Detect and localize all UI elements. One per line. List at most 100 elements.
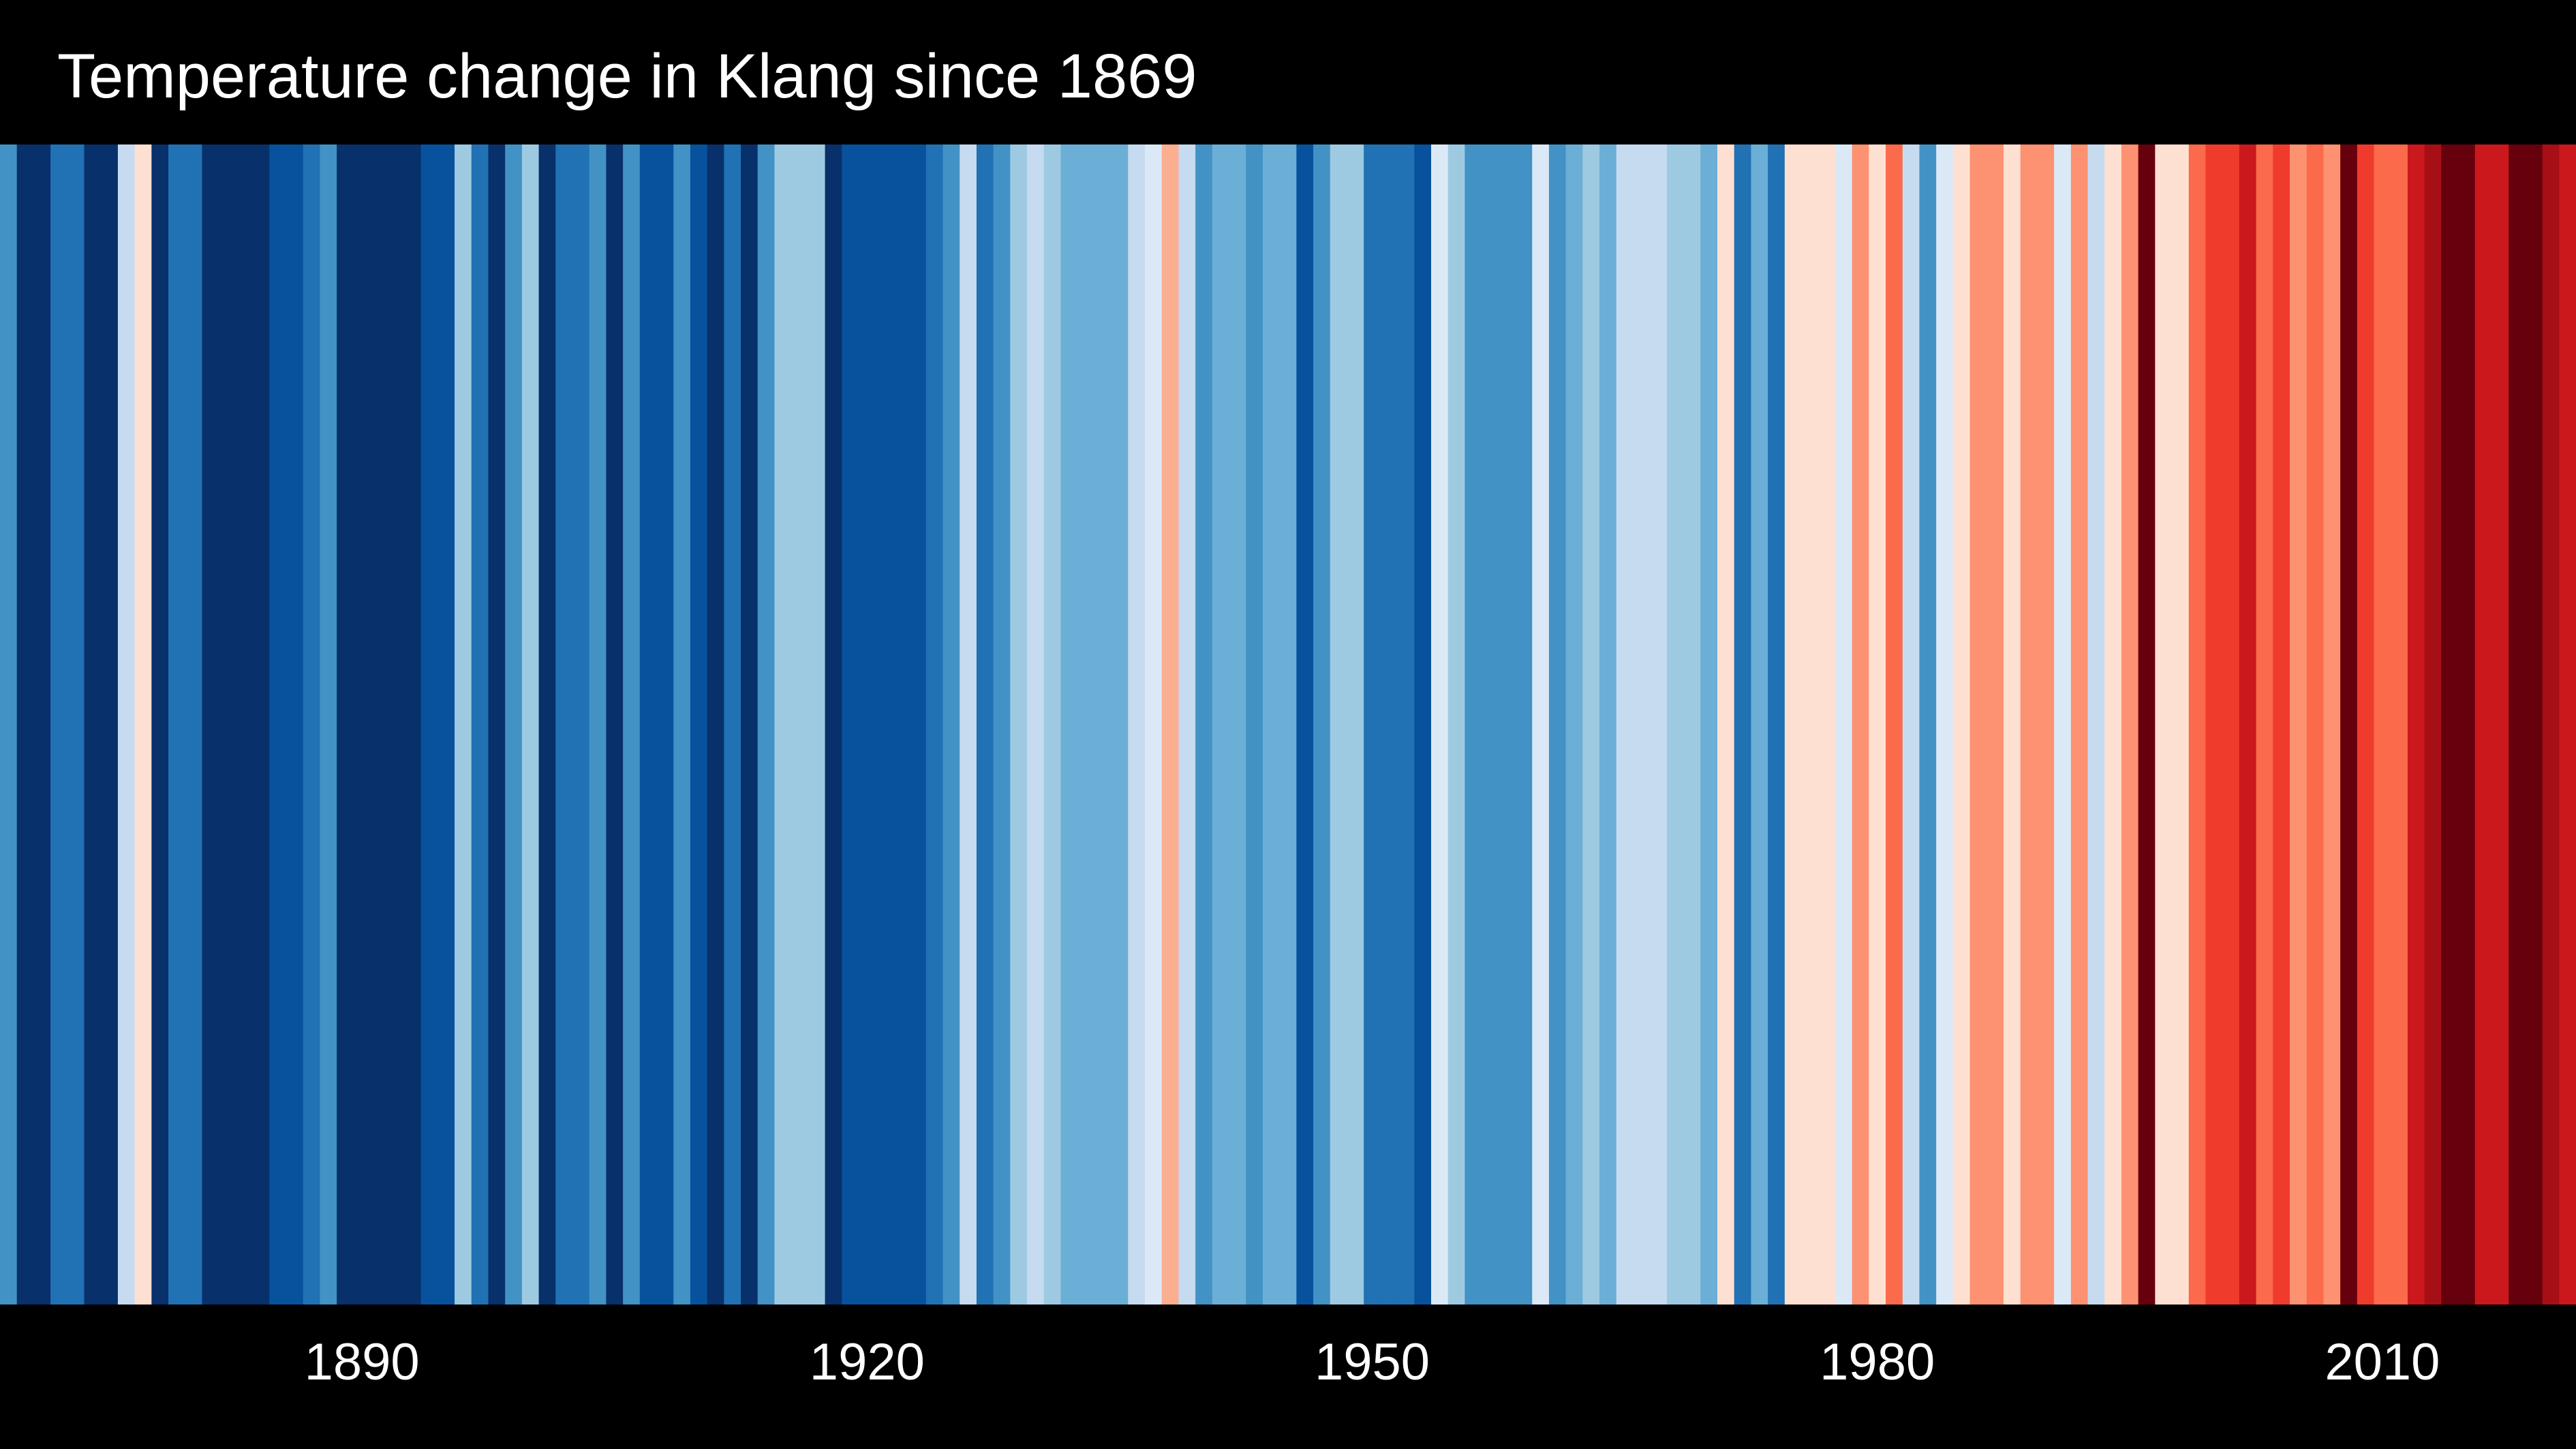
stripe-1890	[353, 144, 371, 1305]
stripe-1971	[1717, 144, 1735, 1305]
stripe-1883	[235, 144, 254, 1305]
stripe-1937	[1145, 144, 1163, 1305]
stripe-2021	[2559, 144, 2576, 1305]
stripe-1875	[101, 144, 119, 1305]
stripe-1911	[707, 144, 724, 1305]
x-tick-label-1980: 1980	[1820, 1333, 1935, 1391]
stripe-1981	[1886, 144, 1903, 1305]
stripe-1988	[2004, 144, 2021, 1305]
stripe-2016	[2474, 144, 2493, 1305]
stripe-1957	[1482, 144, 1499, 1305]
stripe-1873	[67, 144, 85, 1305]
stripe-1891	[370, 144, 388, 1305]
stripe-1910	[690, 144, 708, 1305]
stripe-2007	[2323, 144, 2341, 1305]
stripe-1953	[1414, 144, 1432, 1305]
stripe-1985	[1952, 144, 1971, 1305]
x-tick-label-2010: 2010	[2325, 1333, 2440, 1391]
stripe-1878	[151, 144, 169, 1305]
stripe-1939	[1178, 144, 1196, 1305]
stripe-1898	[488, 144, 506, 1305]
stripe-2015	[2458, 144, 2476, 1305]
stripe-1870	[16, 144, 35, 1305]
stripe-1909	[673, 144, 691, 1305]
chart-title: Temperature change in Klang since 1869	[57, 42, 1197, 111]
stripe-1967	[1650, 144, 1668, 1305]
stripe-1954	[1431, 144, 1449, 1305]
stripe-1965	[1616, 144, 1634, 1305]
stripe-1885	[269, 144, 287, 1305]
stripe-1979	[1852, 144, 1869, 1305]
stripe-1994	[2104, 144, 2122, 1305]
stripe-1905	[606, 144, 624, 1305]
stripe-1907	[639, 144, 658, 1305]
x-axis: 1890 1920 1950 1980 2010	[0, 1305, 2576, 1449]
stripe-1984	[1936, 144, 1954, 1305]
stripe-1948	[1330, 144, 1348, 1305]
stripe-1961	[1548, 144, 1567, 1305]
stripe-1908	[656, 144, 674, 1305]
stripe-1919	[842, 144, 859, 1305]
stripe-1942	[1229, 144, 1246, 1305]
stripe-1995	[2121, 144, 2139, 1305]
stripe-1877	[134, 144, 152, 1305]
stripe-1892	[387, 144, 405, 1305]
stripe-1926	[960, 144, 977, 1305]
stripe-1904	[589, 144, 607, 1305]
stripe-1992	[2070, 144, 2089, 1305]
stripe-1897	[471, 144, 489, 1305]
stripe-1969	[1683, 144, 1701, 1305]
stripe-1997	[2155, 144, 2173, 1305]
stripe-1899	[505, 144, 523, 1305]
stripe-1962	[1565, 144, 1583, 1305]
stripe-1920	[859, 144, 876, 1305]
stripe-1922	[892, 144, 910, 1305]
x-tick-label-1890: 1890	[304, 1333, 420, 1391]
stripe-1927	[976, 144, 994, 1305]
stripe-1970	[1700, 144, 1718, 1305]
stripe-1982	[1902, 144, 1920, 1305]
stripe-1902	[555, 144, 573, 1305]
stripe-1951	[1380, 144, 1398, 1305]
stripe-1888	[320, 144, 337, 1305]
stripe-1966	[1633, 144, 1651, 1305]
stripe-1941	[1212, 144, 1230, 1305]
stripe-2004	[2273, 144, 2290, 1305]
stripe-1936	[1128, 144, 1146, 1305]
stripe-1958	[1498, 144, 1516, 1305]
stripe-1930	[1027, 144, 1045, 1305]
stripe-1880	[185, 144, 203, 1305]
stripe-1973	[1751, 144, 1768, 1305]
stripe-1876	[117, 144, 136, 1305]
stripe-1943	[1246, 144, 1263, 1305]
stripe-1903	[572, 144, 590, 1305]
stripe-1869	[0, 144, 18, 1305]
stripe-1928	[993, 144, 1011, 1305]
stripe-1977	[1818, 144, 1836, 1305]
stripe-1983	[1919, 144, 1937, 1305]
stripe-1952	[1397, 144, 1415, 1305]
stripe-1955	[1447, 144, 1466, 1305]
stripe-1963	[1582, 144, 1600, 1305]
stripe-1886	[286, 144, 304, 1305]
stripe-1991	[2054, 144, 2072, 1305]
stripe-2011	[2391, 144, 2408, 1305]
stripe-1889	[337, 144, 354, 1305]
stripe-1945	[1279, 144, 1297, 1305]
stripe-1881	[202, 144, 219, 1305]
stripe-1947	[1313, 144, 1331, 1305]
stripe-2014	[2441, 144, 2459, 1305]
stripe-1895	[438, 144, 455, 1305]
x-tick-label-1920: 1920	[809, 1333, 925, 1391]
stripe-1946	[1296, 144, 1314, 1305]
stripe-1980	[1869, 144, 1886, 1305]
stripe-2008	[2340, 144, 2358, 1305]
stripe-1916	[791, 144, 809, 1305]
stripe-1901	[538, 144, 556, 1305]
stripe-1929	[1010, 144, 1028, 1305]
stripe-2017	[2491, 144, 2509, 1305]
stripe-2001	[2222, 144, 2240, 1305]
stripe-1993	[2087, 144, 2105, 1305]
stripe-1924	[925, 144, 944, 1305]
warming-stripes	[0, 144, 2576, 1305]
